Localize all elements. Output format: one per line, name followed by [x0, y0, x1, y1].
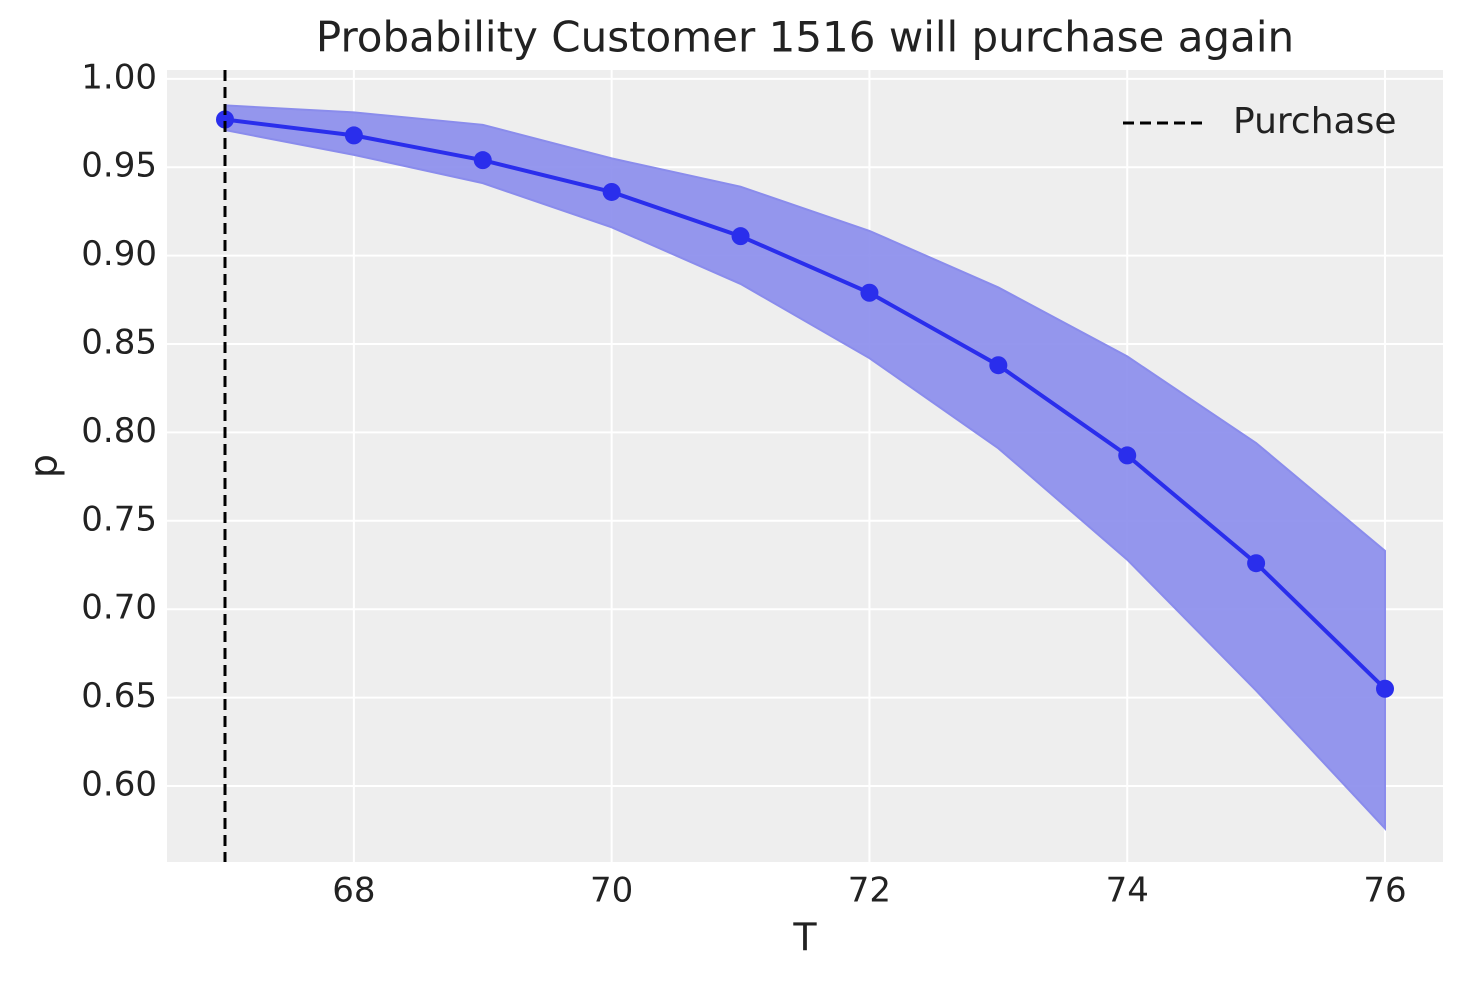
interval-band: [224, 104, 1386, 831]
data-point: [602, 182, 621, 201]
y-tick-label: 0.80: [81, 411, 157, 451]
y-tick-label: 0.70: [81, 588, 157, 628]
y-tick-label: 0.75: [81, 499, 157, 539]
x-tick-label: 72: [848, 871, 891, 911]
y-tick-label: 0.90: [81, 234, 157, 274]
data-point: [1376, 679, 1394, 698]
series-line: [224, 117, 1387, 691]
x-axis-label: T: [792, 916, 817, 960]
y-tick-label: 0.60: [81, 764, 157, 804]
x-tick-label: 76: [1363, 871, 1406, 911]
data-point: [860, 283, 879, 302]
x-tick-label: 70: [590, 871, 633, 911]
y-axis-label: p: [22, 454, 66, 478]
data-point: [1118, 446, 1137, 465]
data-point: [731, 227, 750, 246]
x-tick-label: 68: [332, 871, 375, 911]
data-point: [473, 151, 492, 170]
data-point: [216, 110, 234, 129]
y-tick-label: 0.65: [81, 676, 157, 716]
legend-label: Purchase: [1233, 101, 1396, 142]
data-point: [989, 356, 1008, 375]
y-tick-label: 0.85: [81, 323, 157, 363]
y-tick-label: 1.00: [81, 57, 157, 97]
chart-title: Probability Customer 1516 will purchase …: [316, 13, 1294, 62]
y-tick-label: 0.95: [81, 146, 157, 186]
data-point: [344, 126, 363, 145]
data-point: [1247, 554, 1266, 573]
x-tick-label: 74: [1106, 871, 1149, 911]
